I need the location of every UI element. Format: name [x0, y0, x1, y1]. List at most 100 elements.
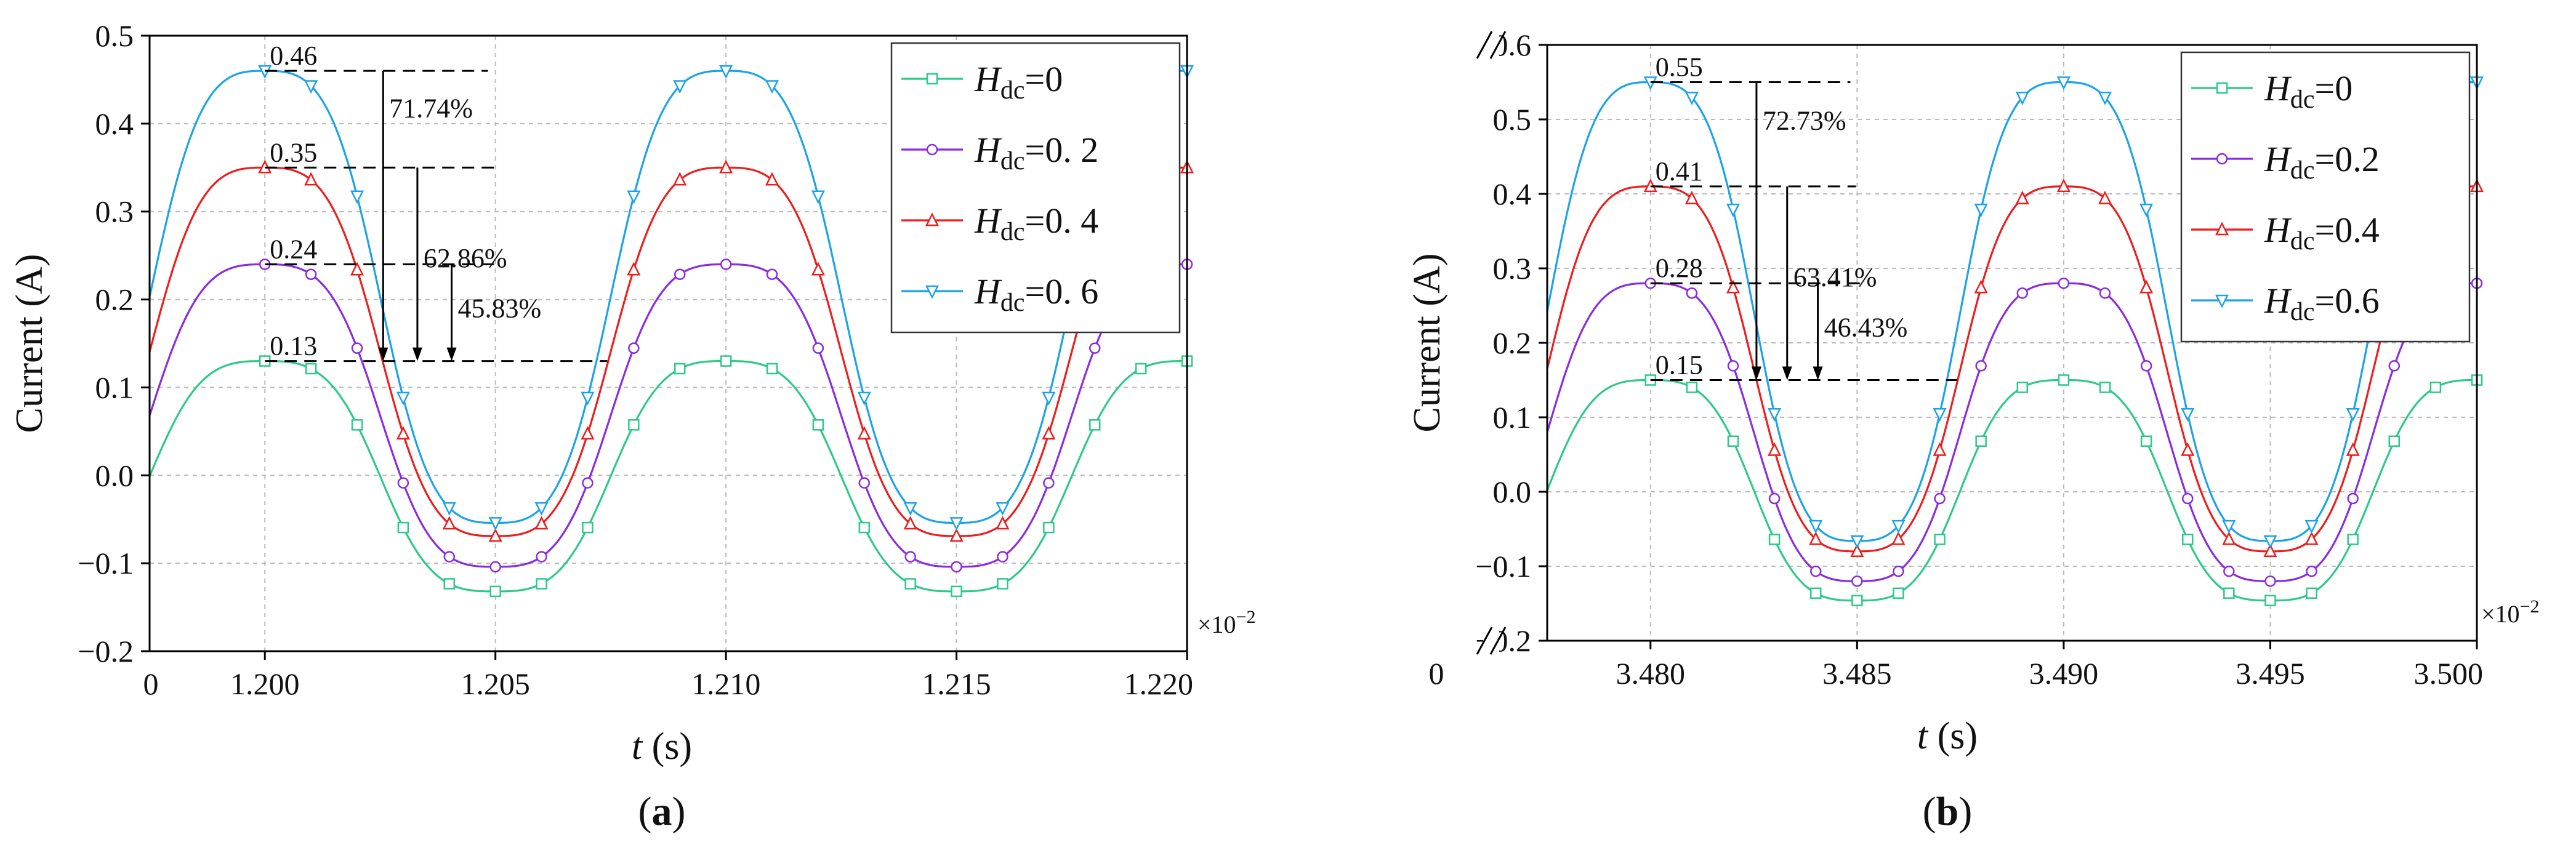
data-point: [1089, 342, 1101, 354]
data-point: [351, 419, 363, 431]
legend-label-sub: dc: [2290, 156, 2315, 185]
data-point: [1975, 435, 1987, 447]
panel-label-prefix: (: [638, 789, 652, 834]
peak-value-label: 0.55: [1656, 52, 1703, 82]
legend-label-value: =0.6: [2315, 281, 2380, 321]
legend-marker: [2216, 82, 2228, 94]
legend-label: Hdc=0. 6: [974, 271, 1098, 317]
data-point: [1893, 587, 1904, 599]
data-point: [951, 585, 962, 598]
data-point: [1043, 521, 1055, 534]
series-line-0: [1546, 379, 2477, 602]
series-0: [148, 355, 1193, 598]
data-point: [581, 391, 595, 406]
data-point: [442, 516, 456, 530]
data-point: [765, 80, 779, 94]
legend-item: Hdc=0. 2: [901, 130, 1098, 175]
data-point: [534, 516, 549, 530]
data-point: [2263, 535, 2277, 549]
data-point: [719, 159, 733, 174]
data-point: [2388, 360, 2401, 372]
data-point: [1934, 534, 1946, 545]
data-point: [951, 561, 962, 573]
axis-break-gap: [1483, 628, 1499, 653]
panel-label: (b): [1923, 789, 1973, 834]
reduction-arrowhead: [1782, 366, 1792, 380]
y-tick-label: 0.0: [1493, 475, 1532, 509]
data-point: [2181, 534, 2194, 545]
data-point: [582, 477, 594, 489]
legend-label: Hdc=0.2: [2264, 139, 2380, 185]
data-point: [1686, 382, 1698, 393]
legend-label-base: H: [2264, 68, 2292, 108]
y-tick-label: 0.4: [95, 106, 134, 141]
legend-label-base: H: [2264, 281, 2292, 321]
data-point: [2263, 543, 2277, 558]
data-point: [2140, 435, 2152, 447]
x-tick-label: 3.495: [2236, 656, 2305, 691]
legend-label-value: =0: [2315, 68, 2353, 108]
x-axis-label: t (s): [1917, 715, 1978, 757]
legend-item: Hdc=0.6: [2191, 281, 2380, 326]
legend-box: [2180, 51, 2471, 343]
data-point: [1974, 279, 1988, 294]
axes: −0.2 −0.1 0.0 0.1 0.2 0.3 0.4 0.5 1.200 1.205 1.21…: [9, 18, 1255, 834]
data-point: [443, 578, 456, 590]
reduction-percent-label: 72.73%: [1763, 105, 1846, 135]
data-point: [1726, 279, 1741, 294]
peak-value-label: 0.24: [270, 234, 317, 264]
data-point: [2304, 519, 2319, 534]
data-point: [1684, 91, 1699, 106]
data-point: [2098, 190, 2112, 204]
x-multiplier-base: ×10: [2481, 600, 2520, 628]
data-point: [1893, 565, 1904, 577]
y-tick-label: 0.3: [1493, 251, 1532, 286]
data-point: [305, 363, 317, 375]
y-tick-label: 0.1: [1493, 400, 1532, 435]
data-point: [857, 391, 871, 406]
chart-panel-b: −0.2−0.10.00.10.20.30.40.50.63.480 3.485 3…: [1406, 28, 2539, 834]
legend-label: Hdc=0: [974, 59, 1063, 105]
data-point: [766, 268, 778, 280]
data-point: [1727, 435, 1739, 447]
legend-label: Hdc=0.6: [2264, 281, 2380, 326]
data-point: [1974, 203, 1988, 217]
data-point: [2099, 382, 2111, 393]
legend-label-base: H: [974, 201, 1002, 241]
y-tick-label: −0.1: [78, 546, 134, 580]
data-point: [304, 172, 318, 186]
peak-value-label: 0.28: [1656, 253, 1703, 283]
data-point: [673, 80, 687, 94]
data-point: [350, 262, 364, 276]
data-point: [2058, 374, 2070, 386]
data-point: [1851, 575, 1863, 587]
data-point: [720, 355, 732, 367]
x-multiplier-exp: −2: [2520, 596, 2540, 617]
data-point: [1975, 360, 1987, 372]
x-tick-label: 3.500: [2414, 656, 2484, 691]
legend-label: Hdc=0: [2264, 68, 2353, 114]
x-origin-label: 0: [1429, 656, 1444, 691]
data-point: [1089, 419, 1101, 431]
data-point: [2015, 190, 2029, 204]
data-point: [1809, 587, 1822, 599]
data-point: [489, 585, 501, 598]
axis-break-mark: [1489, 627, 1507, 655]
data-point: [996, 502, 1010, 516]
x-origin-label: 0: [143, 667, 159, 701]
legend-label-sub: dc: [1000, 218, 1025, 246]
x-tick-label: 1.210: [691, 667, 761, 701]
reduction-percent-label: 62.86%: [424, 243, 507, 273]
data-point: [2056, 178, 2071, 193]
x-tick-label: 3.480: [1616, 656, 1686, 691]
data-point: [857, 426, 871, 440]
chart-panel-a: −0.2 −0.1 0.0 0.1 0.2 0.3 0.4 0.5 1.200 1.205 1.21…: [9, 18, 1255, 834]
data-point: [1891, 519, 1906, 534]
y-tick-label: 0.1: [95, 370, 134, 404]
data-point: [2139, 279, 2154, 294]
legend-marker: [925, 212, 940, 227]
reduction-percent-label: 63.41%: [1793, 262, 1877, 292]
data-point: [2099, 287, 2111, 299]
